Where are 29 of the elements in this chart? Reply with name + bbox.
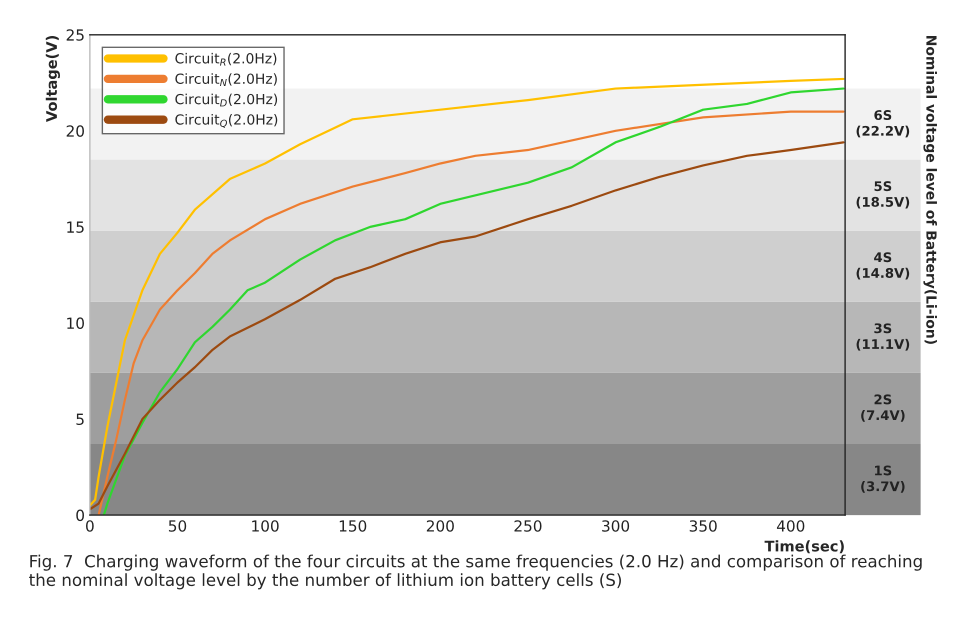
x-tick-label: 250: [514, 520, 542, 532]
y-tick-label: 5: [76, 414, 84, 426]
y-tick-label: 0: [76, 510, 84, 522]
legend-label: Circuit$_{D}$(2.0Hz): [175, 94, 278, 106]
text: Nominal voltage level of Battery(Li-ion): [923, 36, 937, 344]
legend-label: Circuit$_{R}$(2.0Hz): [175, 52, 276, 66]
x-tick-label: 350: [690, 520, 717, 532]
band-label: 6S (22.2V): [856, 110, 910, 138]
x-tick-label: 100: [252, 520, 279, 532]
x-tick-label: 150: [340, 520, 366, 532]
caption: Fig. 7 Charging waveform of the four circuits at the same frequencies (2.0 Hz) and comparison of reaching the nominal voltage level by the number of lithium ion battery cells (S): [29, 554, 922, 590]
band-label: 3S (11.1V): [856, 323, 910, 351]
band-label: 5S (18.5V): [856, 181, 910, 208]
y-tick-label: 20: [66, 125, 84, 137]
band-label: 1S (3.7V): [861, 465, 905, 493]
x-tick-label: 300: [602, 520, 630, 532]
x-tick-label: 400: [776, 520, 804, 532]
y-axis-title: Voltage(V): [46, 36, 60, 122]
band-label: 2S (7.4V): [861, 394, 905, 422]
y-tick-label: 25: [66, 29, 84, 41]
y-tick-label: 15: [67, 222, 84, 233]
x-tick-label: 50: [168, 520, 186, 532]
x-axis-title: Time(sec): [764, 540, 844, 554]
x-tick-label: 200: [426, 520, 454, 532]
legend-label: Circuit$_{Q}$(2.0Hz): [175, 114, 278, 128]
x-tick-label: 0: [86, 520, 94, 532]
band-label: 4S (14.8V): [856, 252, 910, 280]
y-tick-label: 10: [67, 317, 84, 329]
legend-label: Circuit$_{N}$(2.0Hz): [175, 73, 277, 86]
